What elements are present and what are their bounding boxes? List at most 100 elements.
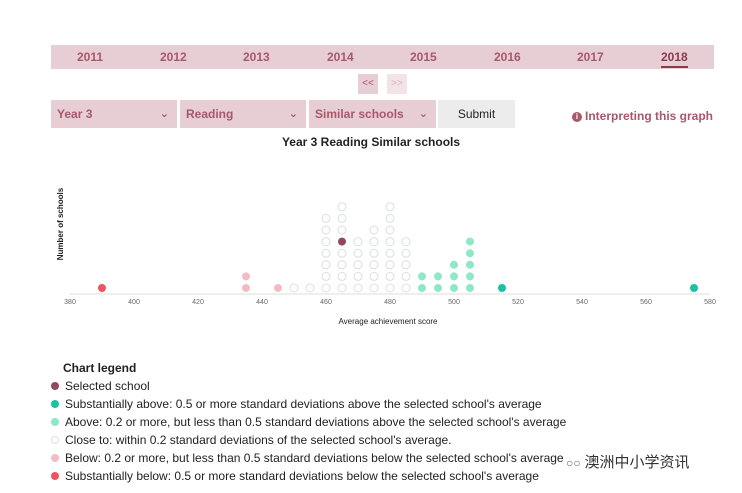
legend-item-selected: Selected school bbox=[51, 378, 566, 396]
comparison-select[interactable]: Similar schools ⌄ bbox=[309, 100, 436, 128]
school-dot bbox=[401, 237, 411, 247]
school-dot bbox=[337, 283, 347, 293]
tab-year-2018[interactable]: 2018 bbox=[661, 50, 688, 68]
interpreting-graph-label: Interpreting this graph bbox=[585, 109, 714, 123]
legend-item-above: Above: 0.2 or more, but less than 0.5 st… bbox=[51, 414, 566, 432]
school-dot bbox=[401, 271, 411, 281]
watermark-text: 澳洲中小学资讯 bbox=[584, 454, 690, 471]
school-dot bbox=[242, 284, 250, 292]
school-dot bbox=[321, 283, 331, 293]
school-dot bbox=[321, 271, 331, 281]
school-dot bbox=[274, 284, 282, 292]
school-dot bbox=[385, 248, 395, 258]
legend-item-substantially-above: Substantially above: 0.5 or more standar… bbox=[51, 396, 566, 414]
legend-swatch-selected bbox=[51, 382, 59, 390]
school-dot bbox=[337, 213, 347, 223]
school-dot bbox=[289, 283, 299, 293]
wechat-icon: ○○ bbox=[566, 456, 581, 470]
school-dot bbox=[337, 271, 347, 281]
prev-page-button[interactable]: << bbox=[358, 74, 378, 94]
tab-year-2016[interactable]: 2016 bbox=[494, 50, 521, 64]
year-level-select[interactable]: Year 3 ⌄ bbox=[51, 100, 177, 128]
x-tick-label: 440 bbox=[256, 299, 268, 306]
legend-label: Close to: within 0.2 standard deviations… bbox=[65, 433, 452, 447]
school-dot bbox=[353, 237, 363, 247]
school-dot bbox=[369, 225, 379, 235]
legend-swatch-close bbox=[51, 436, 59, 444]
legend-swatch-above bbox=[51, 418, 59, 426]
info-icon: i bbox=[572, 112, 582, 122]
school-dot bbox=[450, 272, 458, 281]
tab-year-2015[interactable]: 2015 bbox=[410, 50, 437, 64]
x-tick-label: 580 bbox=[704, 299, 716, 306]
school-dot bbox=[353, 271, 363, 281]
school-dot bbox=[385, 237, 395, 247]
chart-title: Year 3 Reading Similar schools bbox=[281, 135, 461, 149]
legend-item-below: Below: 0.2 or more, but less than 0.5 st… bbox=[51, 450, 566, 468]
x-tick-label: 520 bbox=[512, 299, 524, 306]
school-dot bbox=[466, 249, 474, 258]
school-dot bbox=[337, 202, 347, 212]
school-dot bbox=[321, 260, 331, 270]
legend-label: Substantially above: 0.5 or more standar… bbox=[65, 397, 542, 411]
school-dot bbox=[321, 248, 331, 258]
school-dot bbox=[385, 260, 395, 270]
legend-item-substantially-below: Substantially below: 0.5 or more standar… bbox=[51, 468, 566, 486]
chevron-down-icon: ⌄ bbox=[159, 108, 169, 120]
school-dot bbox=[385, 271, 395, 281]
x-axis-label: Average achievement score bbox=[338, 317, 438, 326]
school-dot bbox=[369, 237, 379, 247]
x-tick-label: 500 bbox=[448, 299, 460, 306]
school-dot bbox=[450, 260, 458, 269]
submit-button[interactable]: Submit bbox=[438, 100, 515, 128]
school-dot bbox=[385, 213, 395, 223]
y-axis-label: Number of schools bbox=[56, 187, 65, 260]
legend-item-close: Close to: within 0.2 standard deviations… bbox=[51, 432, 566, 450]
school-dot bbox=[466, 237, 474, 246]
school-dot bbox=[369, 248, 379, 258]
legend-label: Above: 0.2 or more, but less than 0.5 st… bbox=[65, 415, 567, 429]
x-tick-label: 560 bbox=[640, 299, 652, 306]
interpreting-graph-link[interactable]: i Interpreting this graph bbox=[572, 109, 713, 123]
x-tick-label: 420 bbox=[192, 299, 204, 306]
x-tick-label: 540 bbox=[576, 299, 588, 306]
school-dot bbox=[498, 284, 506, 292]
dot-plot-chart: 380 400 420 440 460 480 500 520 540 560 580 Average… bbox=[56, 187, 716, 326]
school-dot bbox=[369, 283, 379, 293]
chevron-down-icon: ⌄ bbox=[418, 108, 428, 120]
selected-school-dot bbox=[338, 237, 346, 246]
domain-value: Reading bbox=[186, 107, 234, 121]
school-dot bbox=[401, 283, 411, 293]
school-dot bbox=[337, 225, 347, 235]
school-dot bbox=[401, 260, 411, 270]
tab-year-2014[interactable]: 2014 bbox=[327, 50, 354, 64]
school-dot bbox=[385, 225, 395, 235]
legend-swatch-substantially-above bbox=[51, 400, 59, 408]
tab-year-2017[interactable]: 2017 bbox=[577, 50, 604, 64]
school-dot bbox=[353, 248, 363, 258]
school-dot bbox=[98, 284, 106, 292]
school-dot bbox=[385, 202, 395, 212]
school-dot bbox=[401, 248, 411, 258]
x-tick-label: 480 bbox=[384, 299, 396, 306]
school-dot bbox=[337, 248, 347, 258]
school-dot bbox=[353, 283, 363, 293]
legend-swatch-below bbox=[51, 454, 59, 462]
next-page-button[interactable]: >> bbox=[387, 74, 407, 94]
chevron-down-icon: ⌄ bbox=[288, 108, 298, 120]
watermark: ○○ 澳洲中小学资讯 bbox=[566, 451, 690, 472]
school-dot bbox=[418, 284, 426, 292]
comparison-value: Similar schools bbox=[315, 107, 404, 121]
school-dot bbox=[321, 237, 331, 247]
x-tick-label: 400 bbox=[128, 299, 140, 306]
legend-label: Substantially below: 0.5 or more standar… bbox=[65, 469, 539, 483]
legend-label: Below: 0.2 or more, but less than 0.5 st… bbox=[65, 451, 564, 465]
tab-year-2011[interactable]: 2011 bbox=[77, 50, 104, 64]
school-dot bbox=[321, 213, 331, 223]
school-dot bbox=[385, 283, 395, 293]
domain-select[interactable]: Reading ⌄ bbox=[180, 100, 306, 128]
tab-year-2013[interactable]: 2013 bbox=[243, 50, 270, 64]
tab-year-2012[interactable]: 2012 bbox=[160, 50, 187, 64]
school-dot bbox=[418, 272, 426, 281]
chart-legend: Selected school Substantially above: 0.5… bbox=[51, 378, 566, 486]
